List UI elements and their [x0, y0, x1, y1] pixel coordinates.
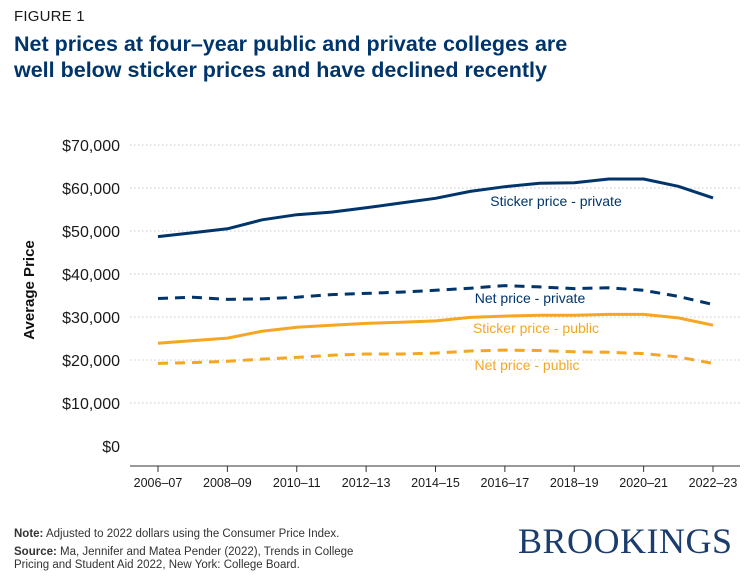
y-tick-label: $40,000 [62, 267, 120, 284]
x-tick-label: 2008–09 [203, 476, 252, 490]
chart-title-line-2: well below sticker prices and have decli… [14, 58, 547, 82]
line-chart: $0 $10,000 $20,000 $30,000 $40,000 $50,000 $60… [21, 138, 740, 490]
source-text-1: Ma, Jennifer and Matea Pender (2022), Tr… [60, 546, 354, 558]
x-tick-label: 2012–13 [342, 476, 391, 490]
y-tick-label: $0 [102, 439, 120, 456]
note-label: Note: [14, 528, 44, 540]
x-tick-label: 2016–17 [481, 476, 530, 490]
y-axis-title: Average Price [21, 240, 38, 340]
x-tick-label: 2022–23 [689, 476, 738, 490]
figure-label: FIGURE 1 [14, 8, 85, 25]
series-line-net-price-public [157, 348, 714, 365]
x-tick-label: 2018–19 [550, 476, 599, 490]
chart-notes: Note: Adjusted to 2022 dollars using the… [14, 528, 353, 572]
x-tick-label: 2010–11 [273, 476, 321, 490]
brookings-logo: BROOKINGS [518, 521, 733, 561]
source-line: Source: Ma, Jennifer and Matea Pender (2… [14, 546, 353, 572]
series-label: Sticker price - private [490, 193, 622, 209]
y-tick-label: $60,000 [62, 181, 120, 198]
x-tick-label: 2006–07 [134, 476, 183, 490]
y-tick-label: $10,000 [62, 396, 120, 413]
series-line-sticker-price-private [157, 177, 714, 239]
series-label: Net price - private [475, 290, 586, 306]
x-tick-label: 2014–15 [411, 476, 460, 490]
series-line-net-price-private [157, 284, 714, 306]
series-label: Net price - public [474, 357, 579, 373]
chart-title-line-1: Net prices at four–year public and priva… [14, 32, 568, 56]
y-tick-label: $70,000 [62, 138, 120, 155]
source-label: Source: [14, 546, 57, 558]
x-tick-label: 2020–21 [619, 476, 668, 490]
y-tick-label: $50,000 [62, 224, 120, 241]
y-tick-label: $30,000 [62, 310, 120, 327]
series-label: Sticker price - public [473, 320, 599, 336]
source-text-2: Pricing and Student Aid 2022, New York: … [14, 559, 300, 571]
series-line-sticker-price-public [157, 312, 714, 345]
note-line: Note: Adjusted to 2022 dollars using the… [14, 528, 353, 541]
note-text: Adjusted to 2022 dollars using the Consu… [45, 528, 340, 540]
y-tick-label: $20,000 [62, 353, 120, 370]
chart-title: Net prices at four–year public and priva… [14, 31, 744, 83]
